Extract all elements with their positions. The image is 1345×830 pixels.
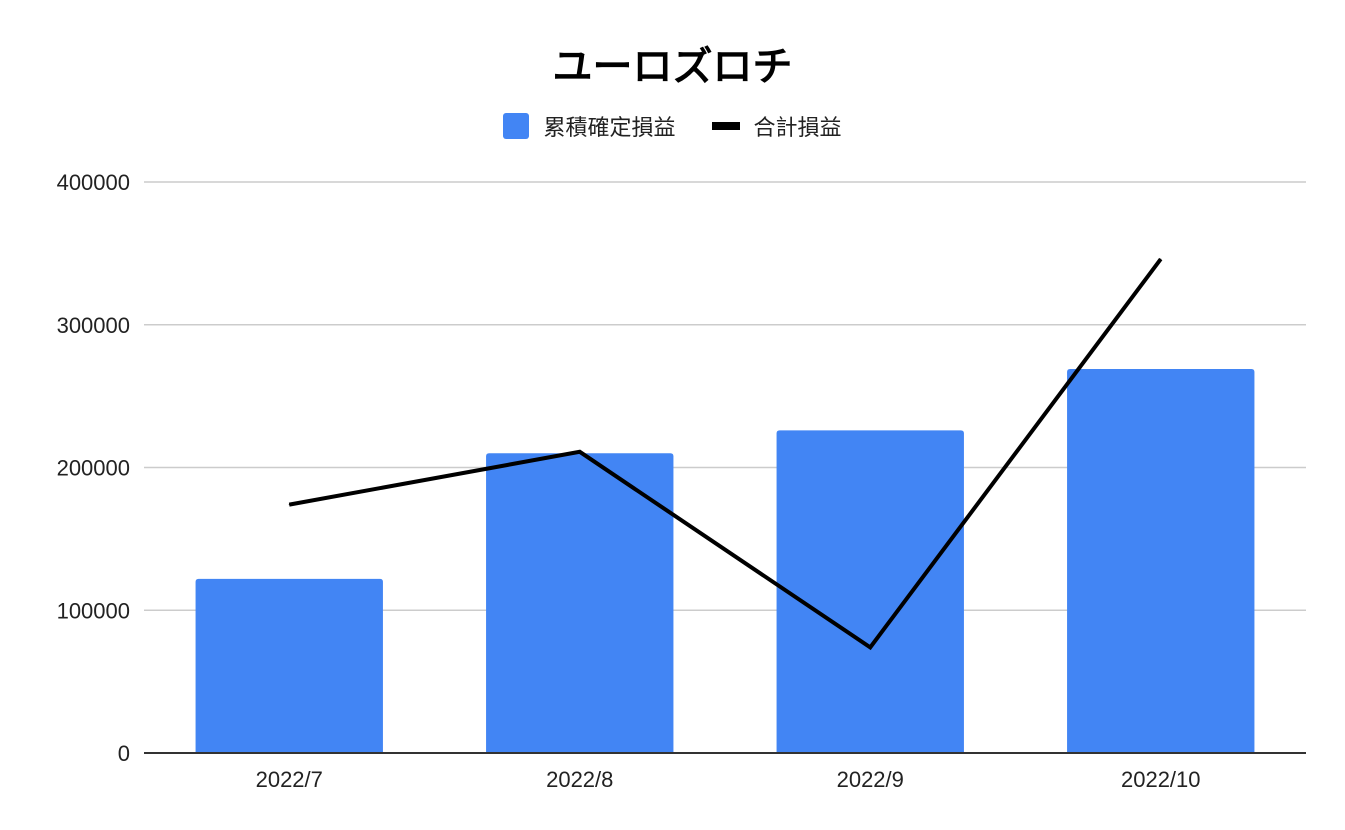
bar [195, 578, 383, 753]
bar-series [195, 369, 1255, 753]
x-tick-label: 2022/9 [837, 767, 904, 792]
y-tick-label: 400000 [57, 170, 130, 195]
legend-swatch-line [711, 122, 740, 130]
y-axis-ticks: 0 100000 200000 300000 400000 [57, 170, 130, 766]
x-tick-label: 2022/7 [256, 767, 323, 792]
y-tick-label: 200000 [57, 456, 130, 481]
y-tick-label: 300000 [57, 313, 130, 338]
x-tick-label: 2022/10 [1121, 767, 1201, 792]
y-tick-label: 0 [118, 741, 130, 766]
legend-label-line-series: 合計損益 [753, 116, 842, 141]
x-tick-label: 2022/8 [546, 767, 613, 792]
line-path [288, 257, 1163, 651]
legend-item-line-series: 合計損益 [711, 110, 842, 142]
y-tick-label: 100000 [57, 598, 130, 623]
chart-title: ユーロズロチ [552, 44, 793, 90]
line-series [288, 257, 1163, 651]
legend: 累積確定損益 合計損益 [0, 110, 1345, 142]
legend-label-bar-series: 累積確定損益 [543, 116, 676, 141]
legend-swatch-bar [503, 113, 530, 139]
line-point [1160, 258, 1162, 260]
line-point [579, 451, 581, 453]
line-point [288, 504, 290, 506]
bar [776, 430, 964, 753]
bar [486, 453, 674, 753]
line-point [869, 646, 871, 648]
x-axis-ticks: 2022/7 2022/8 2022/9 2022/10 [256, 767, 1201, 792]
bar [1067, 369, 1255, 753]
legend-item-bar-series: 累積確定損益 [503, 110, 676, 142]
